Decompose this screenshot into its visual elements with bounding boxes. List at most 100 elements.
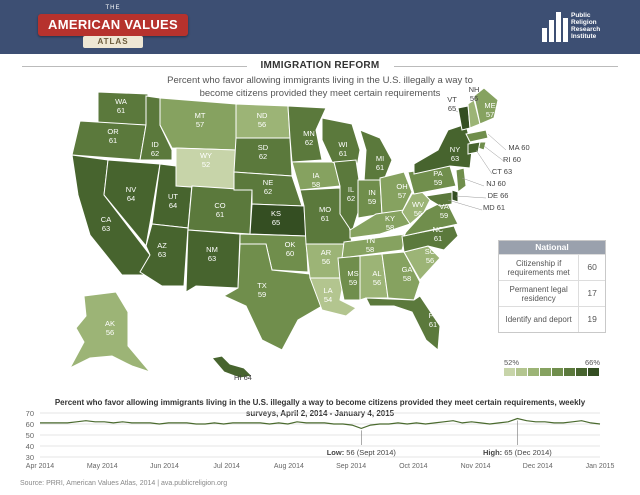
national-heading: National — [499, 241, 605, 254]
state-value-mi: 61 — [376, 163, 384, 172]
state-ms[interactable] — [337, 255, 361, 301]
national-row: Identify and deport 19 — [499, 306, 605, 332]
state-ct[interactable] — [467, 141, 481, 155]
state-value-me: 57 — [486, 110, 494, 119]
legend-swatch — [540, 368, 551, 376]
legend-swatch — [552, 368, 563, 376]
legend-swatch — [504, 368, 515, 376]
chart-xtick-label: Sep 2014 — [336, 463, 366, 470]
logo-banner — [38, 14, 188, 36]
state-value-nv: 64 — [127, 194, 135, 203]
chart-ytick-label: 70 — [26, 409, 34, 418]
state-hi[interactable] — [211, 355, 254, 379]
state-md[interactable] — [424, 191, 453, 207]
state-value-nh: 56 — [470, 94, 478, 103]
state-abbr-or: OR — [107, 127, 119, 136]
state-value-wi: 61 — [339, 149, 347, 158]
state-abbr-in: IN — [368, 188, 376, 197]
state-value-wa: 61 — [117, 106, 125, 115]
state-abbr-ok: OK — [285, 240, 296, 249]
logo-the: THE — [105, 5, 121, 11]
national-row-value: 19 — [578, 307, 605, 332]
weekly-trend-chart: 70 60 50 40 30 Apr 2014 May 2014 Jun 2014 Jul 2… — [26, 409, 615, 470]
chart-ytick-label: 30 — [26, 453, 34, 462]
chart-xtick-label: Jan 2015 — [586, 463, 615, 470]
state-value-ny: 63 — [451, 154, 459, 163]
national-row-label: Identify and deport — [505, 315, 572, 324]
state-ma[interactable] — [465, 129, 489, 143]
state-abbr-tn: TN — [365, 236, 375, 245]
state-value-tx: 59 — [258, 290, 266, 299]
state-abbr-id: ID — [151, 140, 159, 149]
state-nm[interactable] — [185, 229, 241, 293]
state-value-id: 62 — [151, 149, 159, 158]
state-value-ca: 63 — [102, 224, 110, 233]
state-value-wv: 56 — [414, 209, 422, 218]
state-abbr-al: AL — [372, 269, 381, 278]
logo-atlas-text: ATLAS — [83, 36, 143, 48]
state-nj[interactable] — [455, 167, 467, 193]
state-label-de: DE 66 — [488, 191, 509, 200]
state-mn[interactable] — [287, 105, 327, 163]
national-row: Permanent legal residency 17 — [499, 280, 605, 306]
state-abbr-ne: NE — [263, 178, 273, 187]
chart-xtick-label: Oct 2014 — [399, 463, 428, 470]
state-nv[interactable] — [103, 159, 161, 248]
legend-swatch — [528, 368, 539, 376]
state-abbr-nh: NH — [469, 85, 480, 94]
state-value-ar: 56 — [322, 257, 330, 266]
map-subtitle: Percent who favor allowing immigrants li… — [167, 75, 473, 99]
state-value-ga: 58 — [403, 274, 411, 283]
state-abbr-nc: NC — [433, 225, 444, 234]
state-abbr-sd: SD — [258, 143, 269, 152]
state-value-ok: 60 — [286, 249, 294, 258]
state-value-ak: 56 — [106, 328, 114, 337]
prri-logo[interactable]: Public Religion Research Institute — [542, 12, 612, 44]
chart-xtick-label: Nov 2014 — [461, 463, 491, 470]
state-me[interactable] — [473, 87, 499, 125]
state-tx[interactable] — [222, 243, 323, 351]
state-tn[interactable] — [341, 233, 407, 259]
state-value-wy: 52 — [202, 160, 210, 169]
state-abbr-mi: MI — [376, 154, 384, 163]
state-value-mo: 61 — [321, 214, 329, 223]
state-nc[interactable] — [401, 225, 459, 253]
national-row-label: Citizenship if requirements met — [507, 258, 570, 277]
american-values-atlas-logo[interactable]: THE AMERICAN VALUES ATLAS — [38, 4, 188, 50]
state-abbr-ar: AR — [321, 248, 332, 257]
annotation-low: Low: 56 (Sept 2014) — [327, 448, 397, 457]
state-abbr-mn: MN — [303, 129, 315, 138]
state-abbr-nm: NM — [206, 245, 218, 254]
chart-xtick-label: Jun 2014 — [150, 463, 179, 470]
legend-swatch — [564, 368, 575, 376]
state-ak[interactable] — [68, 291, 152, 374]
national-row-value: 17 — [578, 281, 605, 306]
legend-high-label: 66% — [584, 358, 600, 367]
chart-ytick-label: 50 — [26, 431, 34, 440]
state-abbr-nv: NV — [126, 185, 136, 194]
state-label-nj: NJ 60 — [486, 179, 506, 188]
legend-swatch — [516, 368, 527, 376]
annotation-high: High: 65 (Dec 2014) — [483, 448, 552, 457]
state-ny[interactable] — [413, 123, 473, 175]
state-value-nc: 61 — [434, 234, 442, 243]
chart-xtick-label: Aug 2014 — [274, 463, 304, 470]
state-abbr-ca: CA — [101, 215, 111, 224]
state-fl[interactable] — [365, 295, 441, 351]
state-ga[interactable] — [381, 251, 421, 301]
state-abbr-ny: NY — [450, 145, 460, 154]
state-value-co: 61 — [216, 210, 224, 219]
state-abbr-wy: WY — [200, 151, 212, 160]
national-row: Citizenship if requirements met 60 — [499, 254, 605, 280]
state-value-oh: 57 — [398, 191, 406, 200]
state-abbr-ga: GA — [402, 265, 413, 274]
state-value-ms: 59 — [349, 278, 357, 287]
state-abbr-va: VA — [439, 202, 448, 211]
state-value-fl: 61 — [429, 320, 437, 329]
state-abbr-la: LA — [323, 286, 332, 295]
state-abbr-pa: PA — [433, 169, 442, 178]
state-value-mn: 62 — [305, 138, 313, 147]
state-value-in: 59 — [368, 197, 376, 206]
state-value-az: 63 — [158, 250, 166, 259]
